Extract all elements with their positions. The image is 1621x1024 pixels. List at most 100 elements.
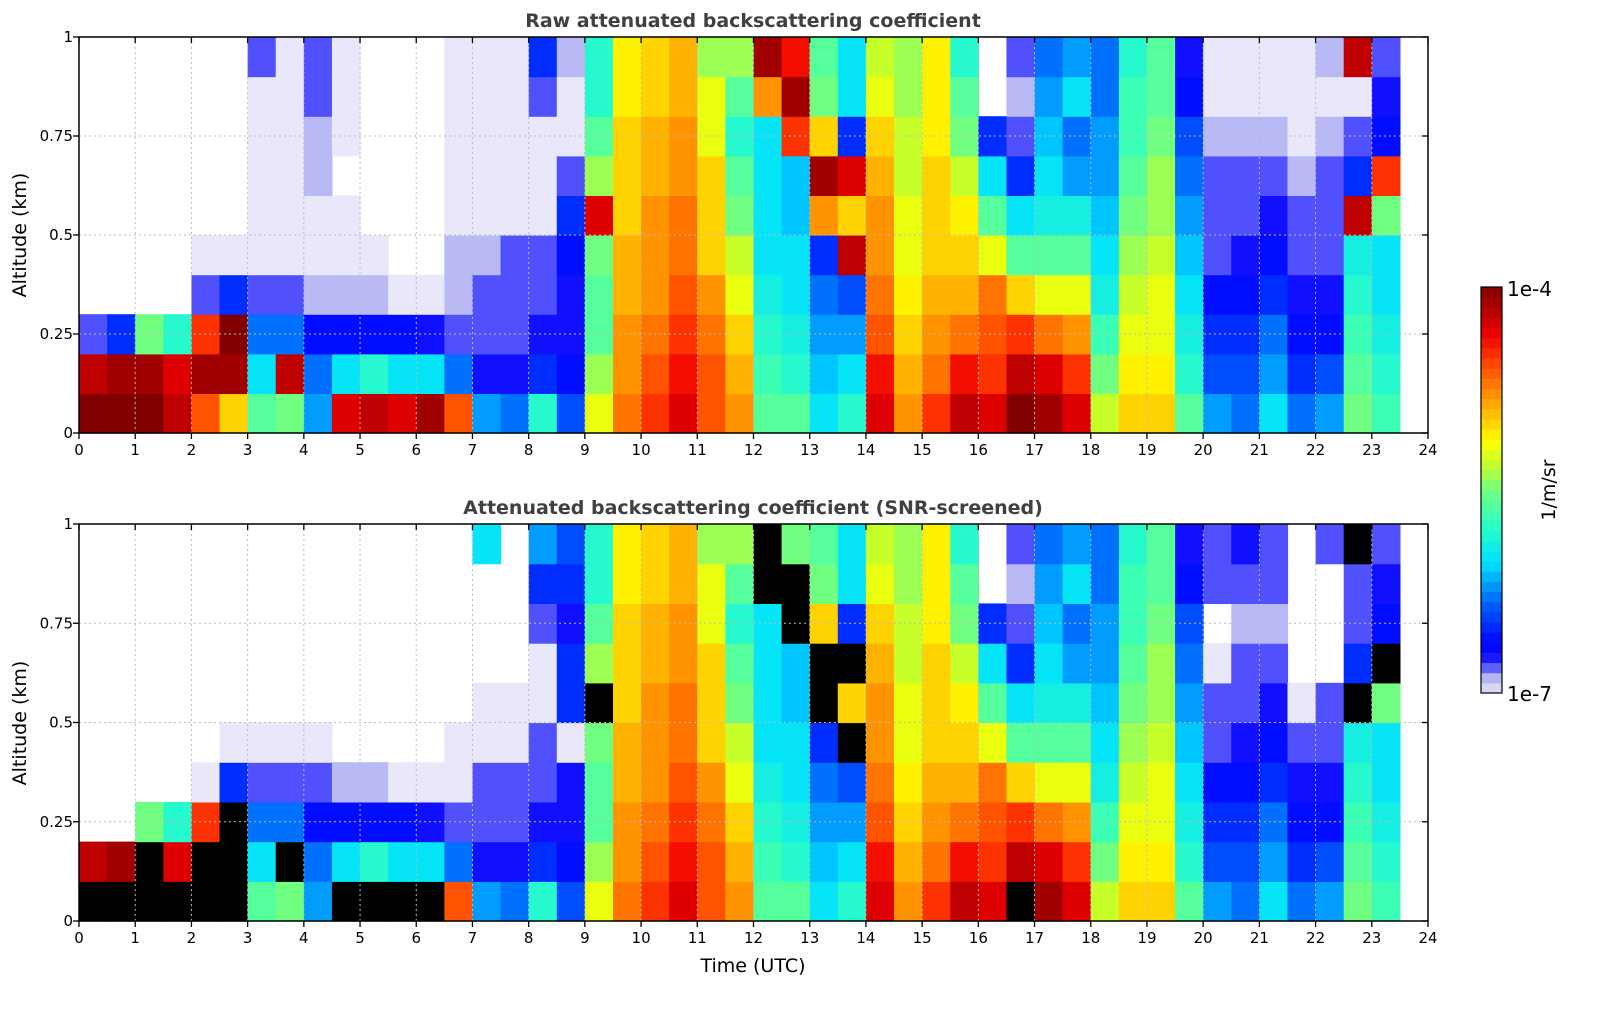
- colorbar-band: [1481, 662, 1502, 674]
- heatmap-cell: [1062, 563, 1092, 604]
- heatmap-cell: [950, 881, 979, 922]
- heatmap-cell: [1343, 116, 1373, 157]
- heatmap-cell: [1062, 76, 1092, 117]
- x-tick-label: 18: [1081, 929, 1100, 947]
- heatmap-cell: [894, 524, 923, 565]
- x-tick-label: 0: [74, 929, 84, 947]
- heatmap-cell: [612, 37, 642, 78]
- heatmap-cell: [331, 801, 361, 843]
- heatmap-cell: [1118, 762, 1148, 803]
- heatmap-cell: [360, 235, 389, 276]
- heatmap-cell: [1203, 762, 1232, 803]
- colorbar-band: [1481, 378, 1502, 389]
- heatmap-cell: [697, 563, 726, 604]
- heatmap-cell: [1034, 393, 1064, 434]
- heatmap-cell: [1062, 314, 1092, 355]
- heatmap-cell: [191, 393, 221, 434]
- heatmap-cell: [584, 762, 614, 803]
- heatmap-cell: [191, 235, 221, 276]
- heatmap-cell: [1203, 274, 1232, 315]
- heatmap-cell: [837, 116, 867, 157]
- heatmap-cell: [135, 841, 164, 882]
- heatmap-cell: [444, 762, 474, 803]
- heatmap-cell: [809, 563, 839, 604]
- heatmap-cell: [1315, 762, 1345, 803]
- title-screened: Attenuated backscattering coefficient (S…: [463, 497, 1043, 519]
- heatmap-cell: [331, 393, 361, 434]
- heatmap-cell: [1146, 235, 1176, 276]
- heatmap-cell: [303, 393, 333, 434]
- heatmap-cell: [1203, 155, 1232, 196]
- heatmap-cell: [275, 722, 305, 763]
- heatmap-cell: [837, 393, 867, 434]
- heatmap-cell: [809, 37, 839, 78]
- heatmap-cell: [641, 393, 670, 434]
- heatmap-cell: [247, 722, 277, 763]
- y-tick-label: 0.75: [40, 127, 73, 145]
- heatmap-cell: [922, 643, 951, 684]
- panel-snr-screened: 0 1 2 3 4 5 6 7 8 9 10 11 12 13 14 15 16 17 18 19 20 21 22 23 24…: [40, 515, 1438, 947]
- heatmap-cell: [528, 76, 558, 117]
- heatmap-cell: [1006, 235, 1036, 276]
- heatmap-cell: [135, 393, 164, 434]
- heatmap-cell: [1371, 353, 1401, 394]
- x-tick-label: 12: [744, 441, 763, 459]
- heatmap-cell: [950, 195, 979, 236]
- heatmap-cell: [275, 155, 305, 196]
- heatmap-cell: [1006, 76, 1036, 117]
- x-tick-label: 6: [411, 441, 421, 459]
- heatmap-cell: [641, 682, 670, 724]
- heatmap-cell: [79, 393, 108, 434]
- heatmap-cell: [669, 314, 698, 355]
- colorbar-band: [1481, 337, 1502, 349]
- heatmap-cell: [247, 116, 277, 157]
- x-tick-label: 2: [187, 441, 197, 459]
- heatmap-cell: [978, 682, 1008, 724]
- colorbar-band: [1481, 479, 1502, 491]
- heatmap-cell: [1315, 37, 1345, 78]
- heatmap-cell: [1034, 195, 1064, 236]
- heatmap-cell: [556, 603, 586, 644]
- heatmap-cell: [753, 603, 783, 644]
- heatmap-cell: [1203, 524, 1232, 565]
- heatmap-cell: [1343, 155, 1373, 196]
- heatmap-cell: [1175, 393, 1204, 434]
- heatmap-cell: [922, 722, 951, 763]
- heatmap-cell: [331, 314, 361, 355]
- heatmap-cell: [837, 563, 867, 604]
- colorbar-band: [1481, 652, 1502, 664]
- heatmap-cell: [1146, 155, 1176, 196]
- heatmap-cell: [1034, 37, 1064, 78]
- heatmap-cell: [1231, 762, 1260, 803]
- heatmap-cell: [697, 353, 726, 394]
- heatmap-cell: [556, 722, 586, 763]
- x-tick-label: 5: [355, 929, 365, 947]
- heatmap-cell: [1315, 76, 1345, 117]
- heatmap-cell: [472, 116, 502, 157]
- heatmap-cell: [472, 841, 502, 882]
- heatmap-cell: [556, 195, 586, 236]
- heatmap-cell: [865, 274, 895, 315]
- heatmap-cell: [444, 274, 474, 315]
- heatmap-cell: [1315, 235, 1345, 276]
- x-tick-label: 4: [299, 441, 309, 459]
- heatmap-cell: [1259, 801, 1289, 843]
- heatmap-cell: [1371, 762, 1401, 803]
- y-tick-label: 0.25: [40, 325, 73, 343]
- heatmap-cell: [809, 195, 839, 236]
- heatmap-cell: [1006, 682, 1036, 724]
- heatmap-cell: [1062, 393, 1092, 434]
- colorbar-band: [1481, 368, 1502, 379]
- x-tick-label: 15: [913, 441, 932, 459]
- heatmap-cell: [809, 235, 839, 276]
- heatmap-cell: [950, 274, 979, 315]
- heatmap-cell: [1371, 841, 1401, 882]
- heatmap-cell: [865, 881, 895, 922]
- colorbar-band: [1481, 317, 1502, 329]
- heatmap-cell: [1006, 155, 1036, 196]
- heatmap-cell: [219, 314, 249, 355]
- heatmap-cell: [837, 762, 867, 803]
- heatmap-cell: [275, 76, 305, 117]
- heatmap-cell: [303, 155, 333, 196]
- heatmap-cell: [135, 353, 164, 394]
